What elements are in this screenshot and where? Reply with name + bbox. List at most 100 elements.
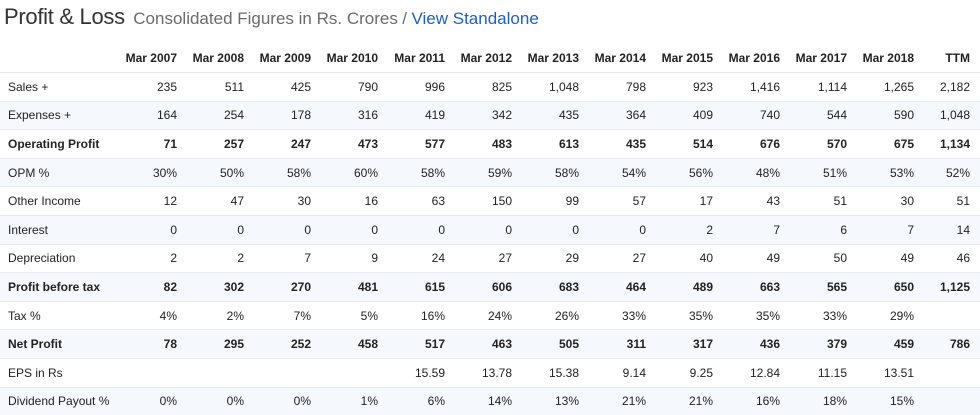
- row-label-header: [0, 44, 120, 73]
- table-cell: 30%: [120, 157, 187, 187]
- table-cell: 2,182: [924, 72, 980, 102]
- column-header: Mar 2008: [192, 51, 244, 65]
- table-cell: 1,114: [790, 72, 857, 102]
- table-cell: 50%: [187, 157, 254, 187]
- table-cell: 178: [254, 100, 321, 130]
- table-row: Operating Profit 71 257 247 473 577 483 613 435 5…: [0, 129, 980, 159]
- table-cell: 16%: [388, 300, 455, 330]
- table-cell: 15.38: [522, 357, 589, 388]
- table-cell: 48%: [723, 157, 790, 187]
- table-cell: 257: [187, 129, 254, 159]
- table-cell: [924, 386, 980, 415]
- table-cell: 60%: [321, 157, 388, 187]
- page-subtitle: Consolidated Figures in Rs. Crores: [133, 9, 398, 28]
- table-cell: 58%: [254, 157, 321, 187]
- table-cell: 1,048: [522, 72, 589, 102]
- table-cell: 1,125: [924, 272, 980, 302]
- row-label[interactable]: Sales +: [0, 72, 120, 102]
- table-cell: 27: [455, 243, 522, 273]
- table-cell: 40: [656, 243, 723, 273]
- table-cell: [120, 357, 187, 388]
- table-cell: 5%: [321, 300, 388, 330]
- table-cell: 923: [656, 72, 723, 102]
- row-label: Net Profit: [0, 329, 120, 359]
- table-cell: 317: [656, 329, 723, 359]
- table-cell: 613: [522, 129, 589, 159]
- table-cell: 17: [656, 186, 723, 216]
- table-cell: 676: [723, 129, 790, 159]
- title-separator: /: [402, 9, 408, 28]
- table-cell: 740: [723, 100, 790, 130]
- table-cell: 63: [388, 186, 455, 216]
- table-cell: 247: [254, 129, 321, 159]
- table-cell: 13%: [522, 386, 589, 415]
- row-label: OPM %: [0, 157, 120, 187]
- table-cell: 82: [120, 272, 187, 302]
- row-label[interactable]: Expenses +: [0, 100, 120, 130]
- table-cell: 570: [790, 129, 857, 159]
- table-cell: 996: [388, 72, 455, 102]
- table-cell: 49: [723, 243, 790, 273]
- table-cell: 0: [388, 214, 455, 245]
- table-cell: 650: [857, 272, 924, 302]
- row-label: Interest: [0, 214, 120, 245]
- table-cell: 27: [589, 243, 656, 273]
- table-row: EPS in Rs 15.59 13.78 15.38 9.14 9.25 12.84 11.…: [0, 357, 980, 388]
- table-cell: 419: [388, 100, 455, 130]
- table-cell: 13.78: [455, 357, 522, 388]
- table-cell: 364: [589, 100, 656, 130]
- table-cell: 295: [187, 329, 254, 359]
- table-cell: [924, 300, 980, 330]
- table-cell: 1,134: [924, 129, 980, 159]
- column-header: Mar 2016: [728, 51, 780, 65]
- table-cell: 47: [187, 186, 254, 216]
- table-cell: 26%: [522, 300, 589, 330]
- table-cell: 24%: [455, 300, 522, 330]
- table-cell: 606: [455, 272, 522, 302]
- table-cell: 33%: [589, 300, 656, 330]
- table-cell: 463: [455, 329, 522, 359]
- table-cell: 29%: [857, 300, 924, 330]
- table-cell: 12.84: [723, 357, 790, 388]
- table-cell: 57: [589, 186, 656, 216]
- table-row: Interest 0 0 0 0 0 0 0 0 2 7 6 7 14: [0, 214, 980, 245]
- table-cell: 29: [522, 243, 589, 273]
- table-cell: 425: [254, 72, 321, 102]
- table-cell: 0: [187, 214, 254, 245]
- table-cell: 50: [790, 243, 857, 273]
- table-cell: 505: [522, 329, 589, 359]
- table-cell: 435: [522, 100, 589, 130]
- column-header: Mar 2010: [326, 51, 378, 65]
- table-row: Tax % 4% 2% 7% 5% 16% 24% 26% 33% 35% 35% 33% 29%: [0, 300, 980, 330]
- table-cell: 52%: [924, 157, 980, 187]
- view-standalone-link[interactable]: View Standalone: [411, 9, 539, 28]
- table-cell: 435: [589, 129, 656, 159]
- table-cell: 58%: [522, 157, 589, 187]
- table-cell: 2: [120, 243, 187, 273]
- table-cell: 150: [455, 186, 522, 216]
- table-cell: 577: [388, 129, 455, 159]
- table-cell: 409: [656, 100, 723, 130]
- row-label: Operating Profit: [0, 129, 120, 159]
- table-cell: 2: [656, 214, 723, 245]
- table-cell: 51%: [790, 157, 857, 187]
- row-label: Other Income: [0, 186, 120, 216]
- table-cell: 11.15: [790, 357, 857, 388]
- table-cell: 7: [857, 214, 924, 245]
- table-cell: 270: [254, 272, 321, 302]
- table-cell: 7: [723, 214, 790, 245]
- table-cell: 1,048: [924, 100, 980, 130]
- table-cell: 49: [857, 243, 924, 273]
- column-header: Mar 2014: [594, 51, 646, 65]
- column-header: Mar 2015: [661, 51, 713, 65]
- table-cell: 683: [522, 272, 589, 302]
- table-cell: 252: [254, 329, 321, 359]
- table-cell: 0%: [187, 386, 254, 415]
- table-cell: 46: [924, 243, 980, 273]
- table-cell: 21%: [656, 386, 723, 415]
- table-cell: 99: [522, 186, 589, 216]
- table-cell: 544: [790, 100, 857, 130]
- table-cell: 6: [790, 214, 857, 245]
- row-label: Depreciation: [0, 243, 120, 273]
- table-cell: 473: [321, 129, 388, 159]
